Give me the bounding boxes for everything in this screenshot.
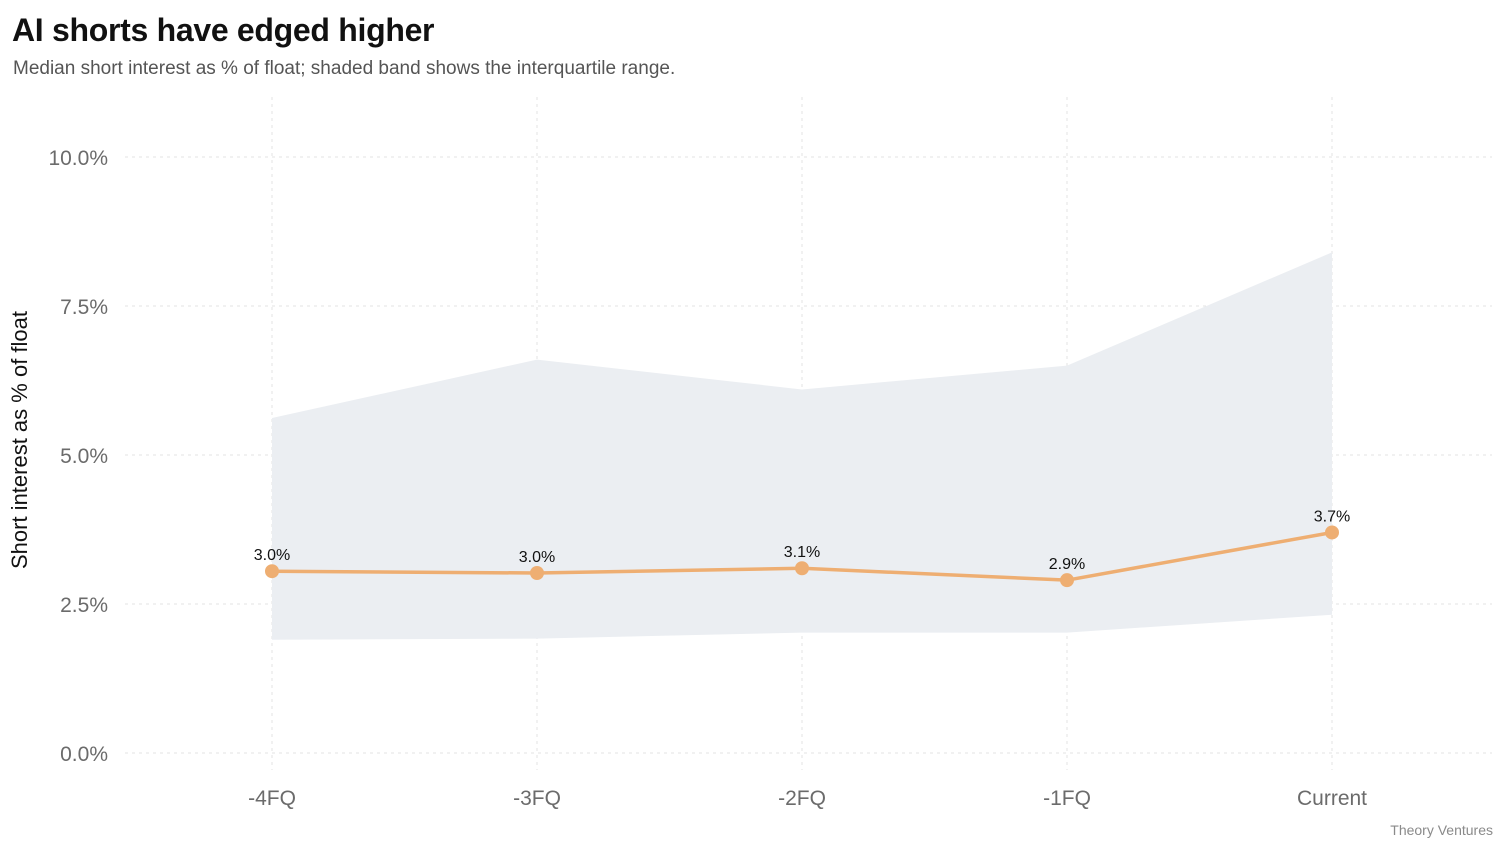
- x-tick-label: -1FQ: [1043, 787, 1091, 810]
- x-tick-label: -2FQ: [778, 787, 826, 810]
- data-label: 3.0%: [254, 547, 290, 564]
- data-point: [795, 561, 809, 576]
- data-point: [1060, 573, 1074, 588]
- y-tick-label: 5.0%: [60, 445, 108, 468]
- data-label: 3.7%: [1314, 508, 1350, 525]
- x-tick-label: -4FQ: [248, 787, 296, 810]
- x-tick-label: Current: [1297, 787, 1367, 810]
- y-tick-label: 0.0%: [60, 743, 108, 766]
- y-tick-label: 2.5%: [60, 594, 108, 617]
- y-tick-label: 7.5%: [60, 296, 108, 319]
- interquartile-band: [272, 252, 1332, 640]
- data-label: 3.1%: [784, 544, 820, 561]
- data-point: [1325, 525, 1339, 540]
- chart-subtitle: Median short interest as % of float; sha…: [13, 58, 676, 79]
- x-tick-labels: -4FQ -3FQ -2FQ -1FQ Current: [248, 787, 1367, 810]
- y-axis-label: Short interest as % of float: [7, 311, 32, 569]
- chart-title: AI shorts have edged higher: [12, 12, 435, 48]
- y-tick-labels: 0.0% 2.5% 5.0% 7.5% 10.0%: [48, 147, 108, 766]
- source-credit: Theory Ventures: [1390, 822, 1493, 838]
- y-tick-label: 10.0%: [48, 147, 108, 170]
- data-label: 2.9%: [1049, 556, 1085, 573]
- data-point: [265, 564, 279, 579]
- x-tick-label: -3FQ: [513, 787, 561, 810]
- median-series: 3.0% 3.0% 3.1% 2.9% 3.7%: [254, 508, 1350, 588]
- data-point: [530, 566, 544, 581]
- data-label: 3.0%: [519, 549, 555, 566]
